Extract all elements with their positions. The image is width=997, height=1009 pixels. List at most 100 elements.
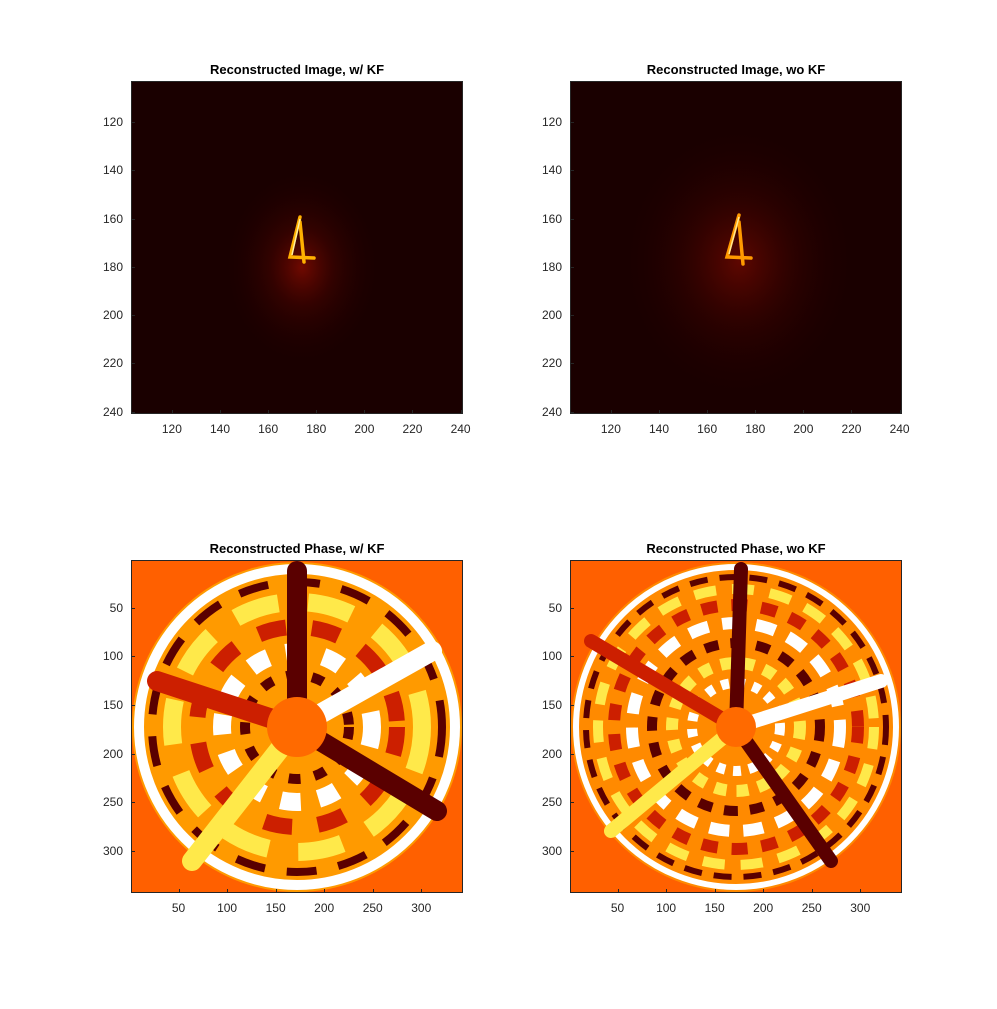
x-tick-label: 100 (217, 901, 238, 915)
x-tick-mark (372, 889, 374, 893)
y-tick-label: 250 (541, 795, 562, 810)
x-tick-mark (617, 889, 619, 893)
y-tick-mark (131, 170, 135, 172)
x-tick-label: 150 (265, 901, 286, 915)
y-tick-mark (131, 607, 135, 609)
y-tick-mark (570, 851, 574, 853)
x-tick-mark (227, 889, 229, 893)
x-tick-label: 50 (171, 901, 186, 915)
x-tick-label: 220 (402, 422, 423, 436)
x-tick-label: 160 (697, 422, 718, 436)
x-tick-mark (316, 410, 318, 414)
x-tick-mark (220, 410, 221, 414)
y-tick-label: 240 (102, 404, 123, 419)
y-tick-label: 150 (541, 698, 562, 713)
x-tick-label: 140 (648, 422, 670, 436)
x-tick-label: 300 (411, 901, 432, 915)
image-4 (571, 561, 901, 892)
y-tick-mark (131, 802, 135, 804)
x-tick-mark (860, 889, 862, 893)
y-tick-mark (131, 122, 135, 124)
x-tick-label: 120 (600, 422, 621, 436)
y-tick-mark (570, 753, 574, 755)
y-tick-label: 240 (541, 404, 562, 419)
speckle-halo (619, 122, 859, 402)
x-tick-label: 180 (306, 422, 327, 436)
x-tick-label: 220 (841, 422, 862, 436)
y-tick-label: 140 (541, 163, 562, 178)
x-tick-label: 50 (610, 901, 625, 915)
x-tick-label: 240 (889, 422, 910, 436)
x-tick-mark (755, 410, 757, 414)
x-tick-label: 200 (354, 422, 375, 436)
digit-four-mark (287, 215, 316, 264)
y-tick-mark (570, 170, 574, 172)
x-tick-mark (666, 889, 668, 893)
y-tick-label: 200 (102, 308, 123, 323)
y-tick-mark (131, 266, 135, 268)
y-tick-label: 180 (541, 259, 562, 274)
panel-title-4: Reconstructed Phase, wo KF (646, 541, 826, 556)
x-tick-mark (268, 410, 270, 414)
x-tick-label: 200 (753, 901, 774, 915)
y-tick-mark (570, 802, 574, 804)
y-tick-label: 120 (541, 115, 562, 130)
panel-title-3: Reconstructed Phase, w/ KF (209, 541, 385, 556)
y-tick-mark (570, 705, 574, 707)
x-tick-mark (763, 889, 765, 893)
y-tick-mark (131, 363, 135, 365)
plot-area-3 (131, 560, 463, 893)
phase-center (267, 697, 327, 757)
x-tick-mark (421, 889, 423, 893)
digit-four-core (291, 218, 301, 256)
y-tick-mark (131, 218, 135, 220)
y-tick-label: 100 (541, 649, 562, 664)
digit-four-core (728, 216, 740, 255)
y-tick-mark (570, 607, 574, 609)
x-tick-label: 250 (362, 901, 383, 915)
x-tick-mark (412, 410, 414, 414)
y-tick-mark (570, 122, 574, 124)
x-tick-mark (610, 410, 612, 414)
y-tick-label: 300 (102, 844, 123, 859)
x-tick-mark (275, 889, 277, 893)
y-tick-mark (131, 753, 135, 755)
panel-title-1: Reconstructed Image, w/ KF (209, 62, 385, 77)
y-tick-label: 160 (102, 211, 123, 226)
image-3 (132, 561, 462, 892)
y-tick-label: 200 (102, 746, 123, 761)
y-tick-label: 180 (102, 259, 123, 274)
plot-area-4 (570, 560, 902, 893)
x-tick-label: 140 (209, 422, 231, 436)
y-tick-label: 250 (102, 795, 123, 810)
x-tick-mark (707, 410, 709, 414)
speckle-halo (222, 167, 382, 367)
x-tick-label: 300 (850, 901, 871, 915)
x-tick-label: 160 (258, 422, 279, 436)
x-tick-label: 200 (793, 422, 814, 436)
y-tick-label: 50 (548, 600, 562, 615)
y-tick-label: 100 (102, 649, 123, 664)
x-tick-mark (324, 889, 326, 893)
image-1 (132, 82, 462, 413)
x-tick-label: 100 (656, 901, 677, 915)
x-tick-label: 150 (704, 901, 725, 915)
phase-center (716, 707, 756, 747)
y-tick-label: 140 (102, 163, 123, 178)
x-tick-mark (364, 410, 366, 414)
y-tick-mark (131, 705, 135, 707)
x-tick-label: 240 (450, 422, 471, 436)
y-tick-label: 300 (541, 844, 562, 859)
y-tick-mark (131, 851, 135, 853)
x-tick-mark (803, 410, 805, 414)
plot-area-1 (131, 81, 463, 414)
y-tick-label: 120 (102, 115, 123, 130)
y-tick-mark (570, 266, 574, 268)
plot-area-2 (570, 81, 902, 414)
y-tick-label: 220 (102, 356, 123, 371)
x-tick-mark (171, 410, 173, 414)
image-2 (571, 82, 901, 413)
x-tick-label: 200 (314, 901, 335, 915)
y-tick-label: 200 (541, 746, 562, 761)
y-tick-label: 220 (541, 356, 562, 371)
